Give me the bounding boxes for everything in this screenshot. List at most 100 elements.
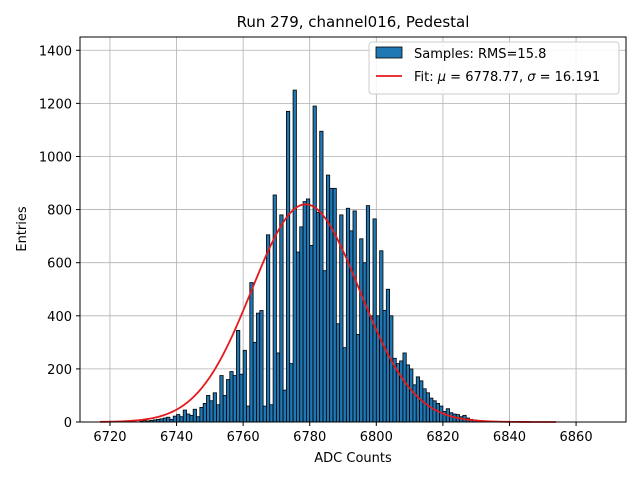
- histogram-bar: [342, 347, 347, 423]
- y-tick-label: 1000: [39, 150, 72, 165]
- histogram-bar: [262, 405, 267, 423]
- y-tick-label: 1200: [39, 97, 72, 112]
- histogram-bar: [325, 174, 331, 423]
- y-axis-ticks: 0 200 400 600 800 1000 1200 1400: [39, 44, 80, 431]
- y-axis-label: Entries: [15, 206, 30, 252]
- histogram-bar: [242, 349, 247, 423]
- histogram-bar: [186, 413, 191, 423]
- legend-fit-sigma-symbol: σ: [527, 70, 536, 85]
- histogram-bar: [252, 341, 257, 423]
- histogram-bar: [312, 105, 317, 423]
- histogram-bar: [229, 371, 234, 423]
- y-tick-label: 1400: [39, 44, 72, 59]
- histogram-bar: [206, 395, 211, 423]
- histogram-bar: [216, 404, 221, 423]
- legend-bars-label: Samples: RMS=15.8: [414, 47, 546, 62]
- legend-fit-label: Fit: μ = 6778.77, σ = 16.191: [414, 70, 600, 85]
- histogram-bar: [162, 417, 167, 423]
- histogram-bar: [286, 110, 291, 423]
- x-axis-label: ADC Counts: [314, 451, 392, 466]
- legend: Samples: RMS=15.8 Fit: μ = 6778.77, σ = …: [368, 41, 620, 95]
- histogram-bar: [219, 375, 224, 423]
- histogram-bar: [226, 379, 231, 423]
- histogram-bar: [176, 414, 181, 423]
- legend-bars-swatch: [375, 46, 403, 59]
- histogram-bar: [302, 201, 307, 423]
- histogram-bar: [292, 89, 297, 423]
- x-tick-label: 6740: [160, 430, 193, 445]
- histogram-bar: [389, 315, 394, 423]
- histogram-bar: [422, 388, 427, 423]
- histogram-bar: [355, 333, 361, 423]
- histogram-bar: [359, 238, 364, 423]
- histogram-bar: [256, 312, 261, 423]
- histogram-bar: [352, 210, 357, 423]
- histogram-bar: [402, 352, 407, 423]
- x-tick-label: 6760: [227, 430, 260, 445]
- x-tick-label: 6780: [293, 430, 326, 445]
- histogram-bar: [196, 416, 201, 423]
- legend-box: [368, 41, 620, 95]
- histogram-bar: [362, 262, 367, 423]
- histogram-bar: [425, 392, 430, 423]
- histogram-bar: [329, 187, 334, 423]
- histogram-bar: [319, 130, 324, 423]
- histogram-bar: [289, 363, 294, 423]
- histogram-bar: [299, 226, 304, 423]
- histogram-bar: [192, 408, 197, 423]
- legend-fit-mu-symbol: μ: [437, 70, 446, 85]
- legend-fit-mu-value: = 6778.77,: [446, 70, 527, 85]
- histogram-bar: [372, 218, 377, 423]
- y-tick-label: 200: [47, 363, 72, 378]
- histogram-bar: [305, 198, 311, 423]
- histogram-bar: [266, 234, 271, 423]
- histogram-bar: [335, 323, 341, 423]
- plot-frame: [79, 36, 627, 423]
- histogram-bar: [315, 211, 321, 423]
- histogram-bar: [272, 194, 277, 423]
- histogram-bar: [236, 329, 241, 423]
- histogram-bar: [259, 310, 264, 423]
- histogram-bar: [269, 404, 274, 423]
- histogram-bar: [282, 389, 287, 423]
- histogram-bar: [166, 416, 171, 423]
- histogram-bar: [345, 207, 351, 423]
- histogram-bar: [369, 315, 374, 423]
- histogram-bar: [222, 395, 227, 423]
- x-tick-label: 6800: [360, 430, 393, 445]
- y-tick-label: 0: [64, 416, 72, 431]
- y-tick-label: 800: [47, 204, 72, 219]
- y-tick-label: 600: [47, 257, 72, 272]
- histogram-bar: [432, 400, 437, 423]
- histogram-bar: [412, 384, 417, 423]
- x-tick-label: 6820: [426, 430, 459, 445]
- histogram-bar: [276, 352, 281, 423]
- chart-title: Run 279, channel016, Pedestal: [237, 13, 470, 31]
- histogram-bar: [409, 368, 414, 423]
- y-tick-label: 400: [47, 310, 72, 325]
- histogram-bar: [246, 405, 251, 423]
- histogram-bar: [189, 414, 194, 423]
- histogram-bar: [349, 230, 354, 423]
- histogram-bar: [405, 364, 410, 423]
- histogram-bar: [239, 373, 244, 423]
- x-axis-ticks: 6720 6740 6760 6780 6800 6820 6840 6860: [93, 422, 593, 445]
- histogram-bar: [399, 360, 404, 423]
- histogram-bar: [309, 245, 314, 423]
- histogram-bar: [212, 392, 217, 423]
- legend-fit-sigma-value: = 16.191: [535, 70, 600, 85]
- histogram-bar: [209, 400, 214, 423]
- histogram-bar: [182, 409, 187, 423]
- gaussian-fit-curve: [99, 203, 557, 423]
- x-tick-label: 6720: [93, 430, 126, 445]
- histogram-bar: [296, 251, 301, 423]
- histogram-bar: [322, 270, 327, 423]
- histogram-bar: [429, 397, 434, 423]
- histogram-bar: [202, 403, 207, 423]
- histogram-bar: [382, 310, 387, 423]
- x-tick-label: 6860: [560, 430, 593, 445]
- legend-fit-prefix: Fit:: [414, 70, 438, 85]
- histogram-bar: [199, 406, 204, 423]
- histogram-bar: [332, 187, 337, 423]
